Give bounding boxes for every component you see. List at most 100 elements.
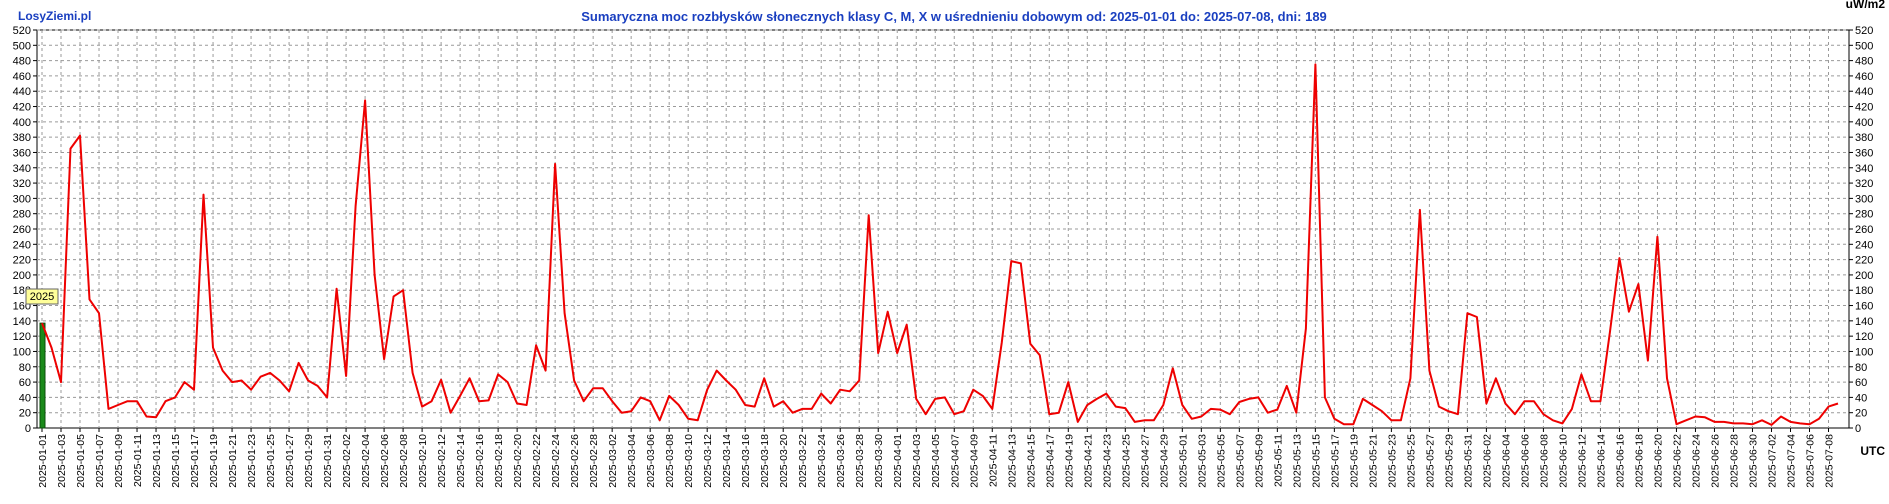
y-tick-label: 220	[13, 255, 31, 267]
x-tick-label: 2025-04-23	[1101, 434, 1113, 488]
x-tick-label: 2025-03-16	[740, 434, 752, 488]
x-tick-label: 2025-06-24	[1690, 434, 1702, 488]
chart-title: Sumaryczna moc rozbłysków słonecznych kl…	[581, 9, 1327, 24]
x-tick-label: 2025-03-10	[683, 434, 695, 488]
y-tick-label: 60	[1855, 377, 1867, 389]
y-tick-label: 40	[19, 392, 31, 404]
y-tick-label: 120	[1855, 331, 1873, 343]
x-tick-label: 2025-02-14	[455, 434, 467, 488]
y-tick-label: 380	[13, 132, 31, 144]
x-tick-label: 2025-07-04	[1785, 434, 1797, 488]
x-tick-label: 2025-01-21	[227, 434, 239, 488]
x-tick-label: 2025-05-23	[1386, 434, 1398, 488]
y-tick-label: 60	[19, 377, 31, 389]
x-tick-label: 2025-01-09	[113, 434, 125, 488]
x-tick-label: 2025-05-21	[1367, 434, 1379, 488]
x-tick-label: 2025-04-13	[1006, 434, 1018, 488]
y-tick-label: 440	[13, 86, 31, 98]
y-tick-label: 280	[13, 209, 31, 221]
x-tick-label: 2025-06-16	[1614, 434, 1626, 488]
x-tick-label: 2025-02-28	[588, 434, 600, 488]
y-tick-label: 380	[1855, 132, 1873, 144]
y-tick-label: 200	[13, 270, 31, 282]
x-tick-label: 2025-05-13	[1291, 434, 1303, 488]
x-tick-label: 2025-06-08	[1538, 434, 1550, 488]
flare-power-line	[41, 63, 1839, 426]
y-tick-label: 340	[1855, 163, 1873, 175]
x-tick-label: 2025-01-05	[75, 434, 87, 488]
y-tick-label: 180	[1855, 285, 1873, 297]
y-tick-label: 420	[13, 102, 31, 114]
x-axis-utc-label: UTC	[1860, 444, 1885, 458]
y-axis-left: 0204060801001201401601802002202402602803…	[13, 25, 37, 435]
x-tick-label: 2025-04-25	[1120, 434, 1132, 488]
bar-series	[39, 322, 46, 429]
year-badge-box	[25, 288, 59, 305]
x-tick-label: 2025-04-01	[892, 434, 904, 488]
y-tick-label: 400	[1855, 117, 1873, 129]
y-tick-label: 340	[13, 163, 31, 175]
x-tick-label: 2025-06-20	[1652, 434, 1664, 488]
y-tick-label: 520	[13, 25, 31, 37]
x-tick-label: 2025-04-03	[911, 434, 923, 488]
y-tick-label: 40	[1855, 392, 1867, 404]
x-tick-label: 2025-03-26	[835, 434, 847, 488]
y-tick-label: 200	[1855, 270, 1873, 282]
x-tick-label: 2025-03-24	[816, 434, 828, 488]
x-tick-label: 2025-01-19	[208, 434, 220, 488]
x-tick-label: 2025-05-29	[1443, 434, 1455, 488]
x-tick-label: 2025-01-13	[151, 434, 163, 488]
x-tick-label: 2025-03-08	[664, 434, 676, 488]
x-tick-label: 2025-06-06	[1519, 434, 1531, 488]
y-tick-label: 360	[1855, 147, 1873, 159]
x-tick-label: 2025-01-01	[37, 434, 49, 488]
x-tick-label: 2025-06-12	[1576, 434, 1588, 488]
x-tick-label: 2025-03-28	[854, 434, 866, 488]
y-axis-unit-label: uW/m2	[1846, 0, 1886, 11]
y-tick-label: 240	[13, 239, 31, 251]
y-tick-label: 400	[13, 117, 31, 129]
y-tick-label: 140	[13, 316, 31, 328]
x-tick-label: 2025-07-02	[1766, 434, 1778, 488]
y-tick-label: 500	[13, 40, 31, 52]
x-tick-label: 2025-01-07	[94, 434, 106, 488]
y-tick-label: 20	[19, 408, 31, 420]
x-tick-label: 2025-03-02	[607, 434, 619, 488]
x-tick-label: 2025-03-06	[645, 434, 657, 488]
x-tick-label: 2025-02-22	[531, 434, 543, 488]
y-tick-label: 100	[13, 346, 31, 358]
x-tick-label: 2025-01-29	[303, 434, 315, 488]
x-tick-label: 2025-02-10	[417, 434, 429, 488]
x-tick-label: 2025-05-27	[1424, 434, 1436, 488]
y-tick-label: 280	[1855, 209, 1873, 221]
y-tick-label: 100	[1855, 346, 1873, 358]
x-tick-label: 2025-03-18	[759, 434, 771, 488]
x-tick-label: 2025-03-12	[702, 434, 714, 488]
x-tick-label: 2025-06-30	[1747, 434, 1759, 488]
x-tick-label: 2025-02-06	[379, 434, 391, 488]
y-tick-label: 0	[1855, 423, 1861, 435]
x-tick-label: 2025-01-03	[56, 434, 68, 488]
x-tick-label: 2025-04-11	[987, 434, 999, 487]
year-badge: 2025	[25, 288, 59, 305]
x-tick-label: 2025-01-23	[246, 434, 258, 488]
y-tick-label: 80	[19, 362, 31, 374]
y-tick-label: 0	[25, 423, 31, 435]
y-tick-label: 260	[1855, 224, 1873, 236]
x-tick-label: 2025-03-22	[797, 434, 809, 488]
x-tick-label: 2025-02-16	[474, 434, 486, 488]
y-tick-label: 80	[1855, 362, 1867, 374]
x-tick-label: 2025-05-01	[1177, 434, 1189, 488]
x-tick-label: 2025-05-07	[1234, 434, 1246, 488]
y-tick-label: 220	[1855, 255, 1873, 267]
x-tick-label: 2025-04-15	[1025, 434, 1037, 488]
x-tick-label: 2025-06-10	[1557, 434, 1569, 488]
x-tick-label: 2025-05-17	[1329, 434, 1341, 488]
x-tick-label: 2025-06-02	[1481, 434, 1493, 488]
x-tick-label: 2025-07-06	[1804, 434, 1816, 488]
y-tick-label: 260	[13, 224, 31, 236]
y-tick-label: 500	[1855, 40, 1873, 52]
y-tick-label: 240	[1855, 239, 1873, 251]
x-tick-label: 2025-04-21	[1082, 434, 1094, 488]
